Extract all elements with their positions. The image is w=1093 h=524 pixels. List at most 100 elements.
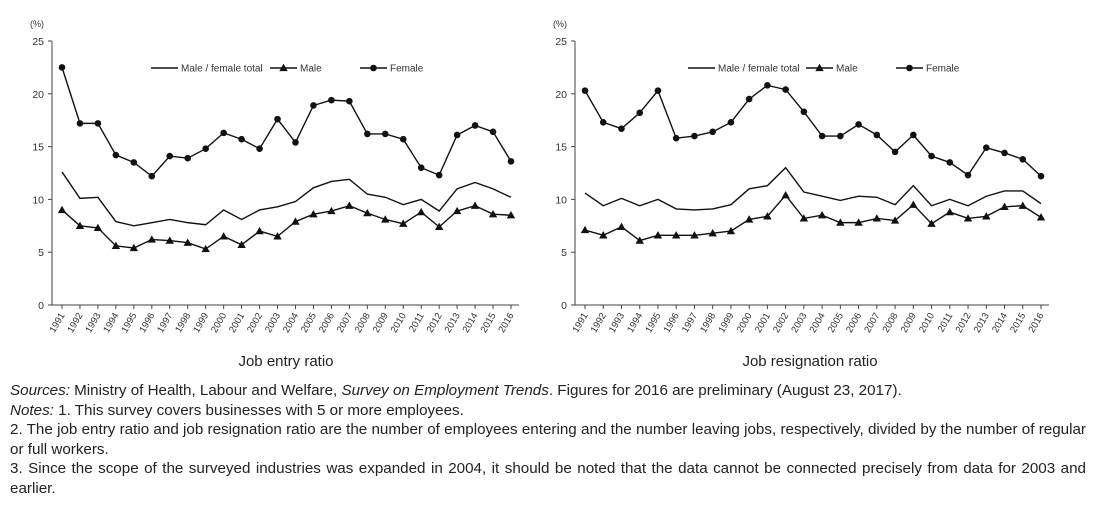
x-tick-label: 2008: [353, 311, 373, 335]
x-tick-label: 1995: [119, 311, 139, 335]
series-3-point: [274, 115, 281, 123]
legend-label-2: Male: [836, 64, 858, 75]
series-3-point: [818, 132, 826, 140]
x-tick-label: 1998: [698, 311, 718, 335]
series-3-point: [581, 87, 589, 94]
x-tick-label: 2004: [808, 311, 828, 335]
series-line-3: [61, 67, 512, 178]
series-2-point: [363, 208, 372, 217]
y-tick-label: 25: [555, 36, 567, 48]
x-tick-label: 2001: [753, 311, 773, 335]
x-tick-label: 1997: [155, 311, 175, 335]
sources-text-2: . Figures for 2016 are preliminary (Augu…: [548, 382, 902, 399]
x-tick-label: 1997: [680, 311, 700, 335]
chart-title: Job resignation ratio: [742, 353, 877, 370]
series-3-point: [292, 139, 299, 146]
series-line-1: [61, 171, 512, 227]
series-3-point: [453, 131, 461, 139]
series-3-point: [782, 86, 789, 93]
series-3-point: [76, 120, 84, 127]
x-tick-label: 2015: [1008, 311, 1028, 335]
series-2-point: [399, 219, 408, 227]
x-tick-label: 2000: [209, 311, 229, 335]
x-tick-label: 1994: [625, 311, 645, 335]
series-line-2: [584, 194, 1042, 242]
y-tick-label: 5: [38, 247, 44, 259]
series-3-point: [489, 128, 497, 136]
series-3-point: [381, 130, 389, 138]
series-2-point: [93, 223, 103, 232]
series-2-point: [781, 190, 790, 199]
series-2-point: [309, 209, 318, 218]
series-2-point: [1036, 213, 1046, 221]
legend-label-3: Female: [926, 64, 960, 75]
y-tick-label: 5: [561, 247, 567, 259]
series-2-point: [635, 236, 644, 244]
x-tick-label: 2009: [899, 311, 919, 335]
series-3-point: [618, 125, 625, 132]
x-tick-label: 2005: [299, 311, 319, 335]
series-3-point: [800, 108, 808, 116]
charts-area: (%)0510152025199119921993199419951996199…: [30, 19, 1049, 370]
series-2-point: [111, 241, 121, 250]
legend-label-2: Male: [300, 64, 322, 75]
series-3-point: [946, 159, 954, 166]
series-2-point: [506, 211, 516, 219]
notes-label: Notes:: [10, 401, 54, 419]
series-2-point: [653, 231, 663, 239]
series-2-point: [744, 215, 754, 223]
legend-label-1: Male / female total: [181, 64, 263, 75]
y-tick-label: 25: [32, 36, 44, 48]
series-2-point: [57, 205, 67, 214]
x-tick-label: 2007: [335, 311, 355, 335]
note-2: 2. The job entry ratio and job resignati…: [10, 421, 1086, 458]
series-3-point: [166, 152, 174, 160]
series-3-point: [727, 119, 735, 126]
series-2-point: [237, 240, 246, 248]
sources-text-1: Ministry of Health, Labour and Welfare,: [69, 382, 342, 399]
y-tick-label: 20: [555, 89, 567, 101]
series-2-point: [488, 209, 498, 218]
series-2-point: [75, 221, 85, 229]
series-3-point: [94, 120, 102, 127]
series-3-point: [764, 82, 771, 89]
x-tick-label: 1996: [137, 311, 157, 335]
series-2-point: [890, 216, 900, 224]
series-2-point: [165, 236, 174, 244]
series-3-point: [417, 164, 425, 172]
series-3-point: [220, 129, 227, 137]
x-tick-label: 2013: [443, 311, 463, 335]
series-3-point: [346, 97, 353, 105]
series-2-point: [817, 211, 827, 219]
x-tick-label: 2012: [954, 311, 974, 335]
legend-marker-3: [906, 64, 913, 72]
series-2-point: [381, 215, 390, 223]
series-3-point: [148, 172, 156, 180]
x-tick-label: 2014: [461, 311, 481, 335]
series-3-point: [599, 119, 607, 126]
series-3-point: [672, 134, 680, 142]
y-tick-label: 15: [32, 142, 44, 154]
x-tick-label: 2013: [972, 311, 992, 335]
series-3-point: [507, 158, 515, 165]
series-3-point: [435, 171, 443, 179]
series-2-point: [690, 231, 699, 239]
series-2-point: [255, 226, 264, 235]
x-tick-label: 2005: [826, 311, 846, 335]
series-3-point: [928, 152, 935, 160]
x-tick-label: 2008: [881, 311, 901, 335]
series-3-point: [238, 135, 245, 143]
legend-label-1: Male / female total: [718, 64, 800, 75]
x-tick-label: 1991: [48, 311, 68, 335]
x-tick-label: 2006: [844, 311, 864, 335]
x-tick-label: 2011: [936, 311, 956, 334]
x-tick-label: 1995: [643, 311, 663, 335]
y-axis-unit-label: (%): [553, 19, 567, 29]
series-line-2: [61, 204, 512, 250]
x-tick-label: 1996: [662, 311, 682, 335]
series-2-point: [183, 238, 192, 246]
series-3-point: [855, 121, 862, 128]
series-2-point: [345, 201, 354, 209]
series-3-point: [691, 132, 698, 140]
series-3-point: [364, 130, 371, 138]
